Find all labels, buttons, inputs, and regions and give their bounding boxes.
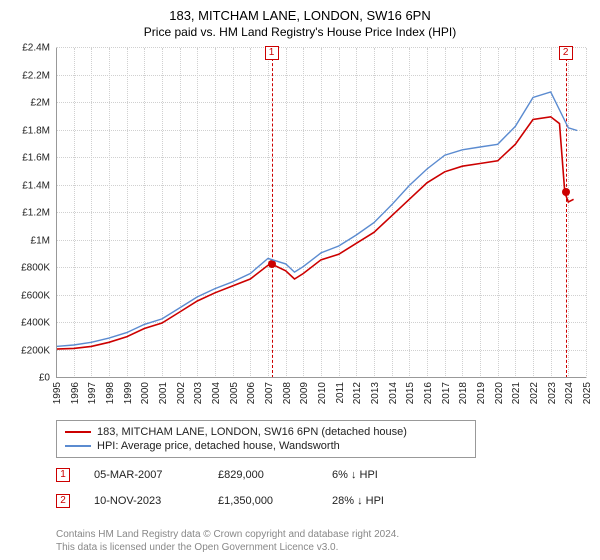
- chart-container: 183, MITCHAM LANE, LONDON, SW16 6PN Pric…: [0, 0, 600, 560]
- x-tick-label: 1995: [52, 382, 63, 404]
- x-tick-label: 2006: [246, 382, 257, 404]
- x-tick-label: 2007: [264, 382, 275, 404]
- y-tick-label: £2.2M: [22, 70, 50, 81]
- y-tick-label: £1M: [31, 235, 50, 246]
- x-tick-label: 1996: [70, 382, 81, 404]
- legend-item: 183, MITCHAM LANE, LONDON, SW16 6PN (det…: [65, 425, 467, 439]
- footer-line2: This data is licensed under the Open Gov…: [56, 541, 576, 554]
- x-tick-label: 2012: [352, 382, 363, 404]
- y-tick-label: £800K: [21, 263, 50, 274]
- x-tick-label: 2013: [370, 382, 381, 404]
- series-price_paid: [56, 117, 574, 349]
- x-tick-label: 2025: [582, 382, 593, 404]
- sale-price: £1,350,000: [218, 495, 308, 507]
- y-tick-label: £600K: [21, 290, 50, 301]
- x-tick-label: 2014: [388, 382, 399, 404]
- y-tick-label: £0: [39, 373, 50, 384]
- legend-item: HPI: Average price, detached house, Wand…: [65, 439, 467, 453]
- sale-hpi-delta: 28% ↓ HPI: [332, 495, 384, 507]
- x-tick-label: 2011: [335, 382, 346, 404]
- x-tick-label: 1998: [105, 382, 116, 404]
- y-tick-label: £200K: [21, 345, 50, 356]
- y-tick-label: £2M: [31, 98, 50, 109]
- footer: Contains HM Land Registry data © Crown c…: [56, 528, 576, 554]
- sale-price: £829,000: [218, 469, 308, 481]
- x-tick-label: 2008: [282, 382, 293, 404]
- y-tick-label: £2.4M: [22, 43, 50, 54]
- sale-hpi-delta: 6% ↓ HPI: [332, 469, 378, 481]
- page-title: 183, MITCHAM LANE, LONDON, SW16 6PN: [0, 8, 600, 23]
- x-tick-label: 2024: [564, 382, 575, 404]
- legend-swatch: [65, 445, 91, 447]
- plot-svg: [56, 48, 586, 378]
- legend: 183, MITCHAM LANE, LONDON, SW16 6PN (det…: [56, 420, 476, 458]
- sale-row-marker: 1: [56, 468, 70, 482]
- x-tick-label: 2005: [229, 382, 240, 404]
- x-tick-label: 2002: [176, 382, 187, 404]
- x-tick-label: 1997: [87, 382, 98, 404]
- x-tick-label: 2021: [511, 382, 522, 404]
- x-tick-label: 2000: [140, 382, 151, 404]
- gridline-v: [586, 48, 587, 378]
- y-tick-label: £1.2M: [22, 208, 50, 219]
- sale-row-marker: 2: [56, 494, 70, 508]
- sale-row: 1 05-MAR-2007 £829,000 6% ↓ HPI: [56, 468, 576, 482]
- x-tick-label: 2001: [158, 382, 169, 404]
- footer-line1: Contains HM Land Registry data © Crown c…: [56, 528, 576, 541]
- x-tick-label: 2004: [211, 382, 222, 404]
- chart-area: £0£200K£400K£600K£800K£1M£1.2M£1.4M£1.6M…: [56, 48, 586, 378]
- x-tick-label: 2020: [494, 382, 505, 404]
- sale-date: 10-NOV-2023: [94, 495, 194, 507]
- x-tick-label: 2018: [458, 382, 469, 404]
- x-tick-label: 2023: [547, 382, 558, 404]
- x-tick-label: 2015: [405, 382, 416, 404]
- x-tick-label: 2003: [193, 382, 204, 404]
- x-tick-label: 2017: [441, 382, 452, 404]
- x-tick-label: 1999: [123, 382, 134, 404]
- y-tick-label: £1.4M: [22, 180, 50, 191]
- sale-date: 05-MAR-2007: [94, 469, 194, 481]
- title-block: 183, MITCHAM LANE, LONDON, SW16 6PN Pric…: [0, 0, 600, 39]
- legend-label: HPI: Average price, detached house, Wand…: [97, 440, 340, 452]
- legend-swatch: [65, 431, 91, 433]
- x-tick-label: 2010: [317, 382, 328, 404]
- y-tick-label: £1.6M: [22, 153, 50, 164]
- series-hpi: [56, 92, 577, 346]
- x-axis-line: [56, 377, 586, 378]
- x-tick-label: 2016: [423, 382, 434, 404]
- y-tick-label: £400K: [21, 318, 50, 329]
- page-subtitle: Price paid vs. HM Land Registry's House …: [0, 25, 600, 39]
- x-tick-label: 2009: [299, 382, 310, 404]
- sale-row: 2 10-NOV-2023 £1,350,000 28% ↓ HPI: [56, 494, 576, 508]
- y-tick-label: £1.8M: [22, 125, 50, 136]
- legend-label: 183, MITCHAM LANE, LONDON, SW16 6PN (det…: [97, 426, 407, 438]
- y-axis-line: [56, 48, 57, 378]
- x-tick-label: 2019: [476, 382, 487, 404]
- x-tick-label: 2022: [529, 382, 540, 404]
